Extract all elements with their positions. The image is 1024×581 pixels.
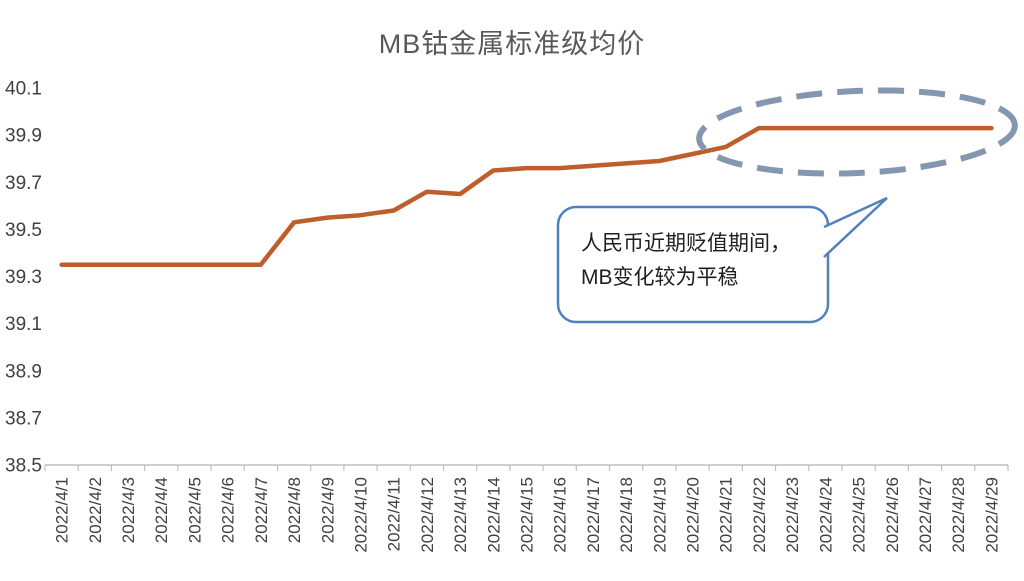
x-axis-label: 2022/4/10	[351, 477, 370, 553]
y-axis-label: 39.5	[5, 220, 42, 241]
x-axis-label: 2022/4/9	[318, 477, 337, 543]
x-axis-label: 2022/4/18	[617, 477, 636, 553]
callout-tail	[823, 196, 888, 258]
x-axis-label: 2022/4/1	[53, 477, 72, 543]
y-axis-label: 38.5	[5, 456, 42, 477]
x-axis-label: 2022/4/13	[451, 477, 470, 553]
y-axis-label: 38.9	[5, 361, 42, 382]
y-axis-label: 40.1	[5, 79, 42, 100]
x-axis-label: 2022/4/26	[883, 477, 902, 553]
y-axis-label: 39.3	[5, 267, 42, 288]
x-axis-label: 2022/4/11	[385, 477, 404, 551]
x-axis-label: 2022/4/15	[518, 477, 537, 553]
x-axis-label: 2022/4/24	[816, 477, 835, 553]
callout-line-2: MB变化较为平稳	[581, 266, 739, 289]
x-axis-label: 2022/4/8	[285, 477, 304, 543]
y-axis-label: 39.9	[5, 126, 42, 147]
x-axis-label: 2022/4/21	[717, 477, 736, 553]
y-axis-label: 38.7	[5, 408, 42, 429]
x-axis-label: 2022/4/20	[684, 477, 703, 553]
x-axis-label: 2022/4/7	[252, 477, 271, 543]
callout-annotation: 人民币近期贬值期间， MB变化较为平稳	[581, 227, 821, 295]
x-axis-label: 2022/4/25	[850, 477, 869, 553]
x-axis-label: 2022/4/16	[551, 477, 570, 553]
y-axis-label: 39.1	[5, 314, 42, 335]
x-axis-label: 2022/4/17	[584, 477, 603, 553]
callout-bubble	[556, 205, 830, 324]
x-axis-label: 2022/4/4	[152, 477, 171, 543]
x-axis-label: 2022/4/14	[484, 477, 503, 553]
x-axis-label: 2022/4/22	[750, 477, 769, 553]
x-axis-label: 2022/4/6	[219, 477, 238, 543]
x-axis-label: 2022/4/29	[982, 477, 1001, 553]
callout-line-1: 人民币近期贬值期间，	[581, 232, 791, 255]
x-axis-label: 2022/4/12	[418, 477, 437, 553]
x-axis-label: 2022/4/5	[185, 477, 204, 543]
x-axis-label: 2022/4/19	[650, 477, 669, 553]
x-axis-label: 2022/4/27	[916, 477, 935, 553]
x-axis-label: 2022/4/3	[119, 477, 138, 543]
x-axis-label: 2022/4/28	[949, 477, 968, 553]
highlight-ellipse	[696, 87, 1018, 177]
x-axis-label: 2022/4/2	[86, 477, 105, 543]
y-axis-label: 39.7	[5, 173, 42, 194]
x-axis-label: 2022/4/23	[783, 477, 802, 553]
price-line	[59, 125, 994, 267]
chart-title: MB钴金属标准级均价	[378, 29, 646, 59]
